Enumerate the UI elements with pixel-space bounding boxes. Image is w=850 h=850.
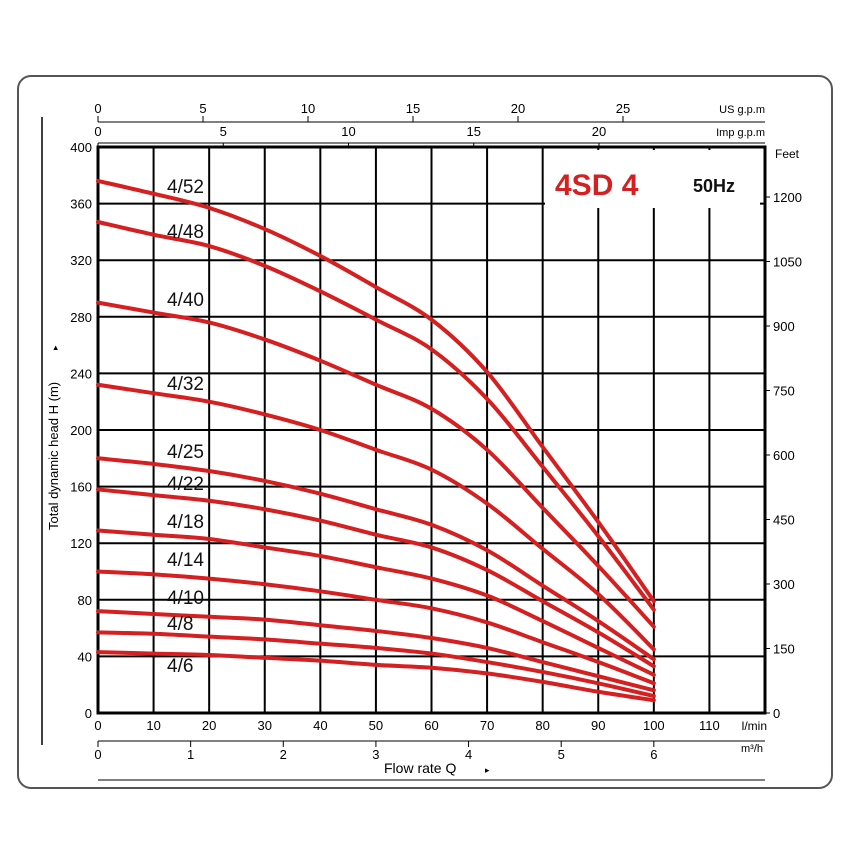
m3h-tick-label: 3 xyxy=(372,747,379,762)
curve-4-32 xyxy=(96,382,656,652)
y-tick-label: 120 xyxy=(70,536,92,551)
y-tick-label: 240 xyxy=(70,366,92,381)
x-tick-label: 80 xyxy=(535,718,549,733)
curve-4-6 xyxy=(96,650,656,703)
curve-4-40 xyxy=(96,300,656,629)
curve-label: 4/6 xyxy=(167,656,193,677)
curve-label: 4/14 xyxy=(167,550,204,571)
imp-gpm-unit-label: Imp g.p.m xyxy=(716,127,765,139)
m3h-tick-label: 2 xyxy=(280,747,287,762)
feet-tick-label: 600 xyxy=(773,448,795,463)
x-tick-label: 50 xyxy=(369,718,383,733)
x-axis-arrow-icon: ▸ xyxy=(485,765,490,775)
curve-label: 4/22 xyxy=(167,474,204,495)
m3h-tick-label: 0 xyxy=(94,747,101,762)
feet-tick-label: 750 xyxy=(773,384,795,399)
y-tick-label: 0 xyxy=(85,706,92,721)
x-tick-label: 0 xyxy=(94,718,101,733)
feet-tick-label: 0 xyxy=(773,706,780,721)
curve-label: 4/40 xyxy=(167,290,204,311)
feet-tick-label: 1050 xyxy=(773,255,802,270)
y-tick-label: 360 xyxy=(70,197,92,212)
us-gpm-tick-label: 0 xyxy=(94,101,101,116)
x-axis-title: Flow rate Q xyxy=(384,760,456,776)
curve-4-8 xyxy=(96,630,656,699)
curve-label: 4/32 xyxy=(167,374,204,395)
feet-tick-label: 1200 xyxy=(773,190,802,205)
x-tick-label: 10 xyxy=(146,718,160,733)
m3h-tick-label: 1 xyxy=(187,747,194,762)
curve-4-25 xyxy=(96,456,656,662)
us-gpm-tick-label: 5 xyxy=(199,101,206,116)
feet-axis-label: Feet xyxy=(775,147,800,161)
y-tick-label: 160 xyxy=(70,480,92,495)
x-tick-label: 30 xyxy=(258,718,272,733)
us-gpm-tick-label: 15 xyxy=(406,101,420,116)
curve-label: 4/8 xyxy=(167,614,193,635)
m3h-tick-label: 5 xyxy=(558,747,565,762)
x-tick-label: 110 xyxy=(699,718,720,733)
y-tick-label: 400 xyxy=(70,140,92,155)
x-unit-label: l/min xyxy=(742,719,767,733)
y-tick-label: 320 xyxy=(70,253,92,268)
feet-tick-label: 150 xyxy=(773,642,795,657)
curve-label: 4/18 xyxy=(167,512,204,533)
imp-gpm-tick-label: 5 xyxy=(220,124,227,139)
imp-gpm-tick-label: 0 xyxy=(94,124,101,139)
us-gpm-tick-label: 10 xyxy=(301,101,315,116)
m3h-tick-label: 4 xyxy=(465,747,472,762)
imp-gpm-tick-label: 20 xyxy=(592,124,606,139)
imp-gpm-tick-label: 10 xyxy=(341,124,355,139)
curve-label: 4/52 xyxy=(167,177,204,198)
x-tick-label: 40 xyxy=(313,718,327,733)
curve-4-48 xyxy=(96,219,656,612)
curve-4-22 xyxy=(96,487,656,669)
us-gpm-unit-label: US g.p.m xyxy=(719,104,765,116)
y-tick-label: 200 xyxy=(70,423,92,438)
chart-title: 4SD 4 xyxy=(555,169,639,202)
x-tick-label: 70 xyxy=(480,718,494,733)
feet-tick-label: 450 xyxy=(773,513,795,528)
x-tick-label: 60 xyxy=(424,718,438,733)
chart-subtitle: 50Hz xyxy=(693,176,735,196)
curve-label: 4/48 xyxy=(167,222,204,243)
curve-4-10 xyxy=(96,609,656,693)
x-tick-label: 90 xyxy=(591,718,605,733)
chart-frame xyxy=(17,75,833,789)
imp-gpm-tick-label: 15 xyxy=(467,124,481,139)
y-tick-label: 40 xyxy=(78,649,92,664)
x-tick-label: 20 xyxy=(202,718,216,733)
y-axis-arrow-icon: ▸ xyxy=(50,345,60,350)
us-gpm-tick-label: 20 xyxy=(511,101,525,116)
curve-4-18 xyxy=(96,528,656,677)
title-background xyxy=(545,150,760,208)
m3h-unit-label: m³/h xyxy=(741,743,763,755)
feet-tick-label: 900 xyxy=(773,319,795,334)
y-tick-label: 280 xyxy=(70,310,92,325)
curve-4-52 xyxy=(96,178,656,604)
plot-border xyxy=(96,145,767,715)
y-tick-label: 80 xyxy=(78,593,92,608)
us-gpm-tick-label: 25 xyxy=(616,101,630,116)
curve-label: 4/25 xyxy=(167,442,204,463)
y-axis-title: Total dynamic head H (m) xyxy=(46,382,61,530)
curve-4-14 xyxy=(96,569,656,686)
m3h-tick-label: 6 xyxy=(650,747,657,762)
feet-tick-label: 300 xyxy=(773,577,795,592)
x-tick-label: 100 xyxy=(643,718,665,733)
curve-label: 4/10 xyxy=(167,588,204,609)
